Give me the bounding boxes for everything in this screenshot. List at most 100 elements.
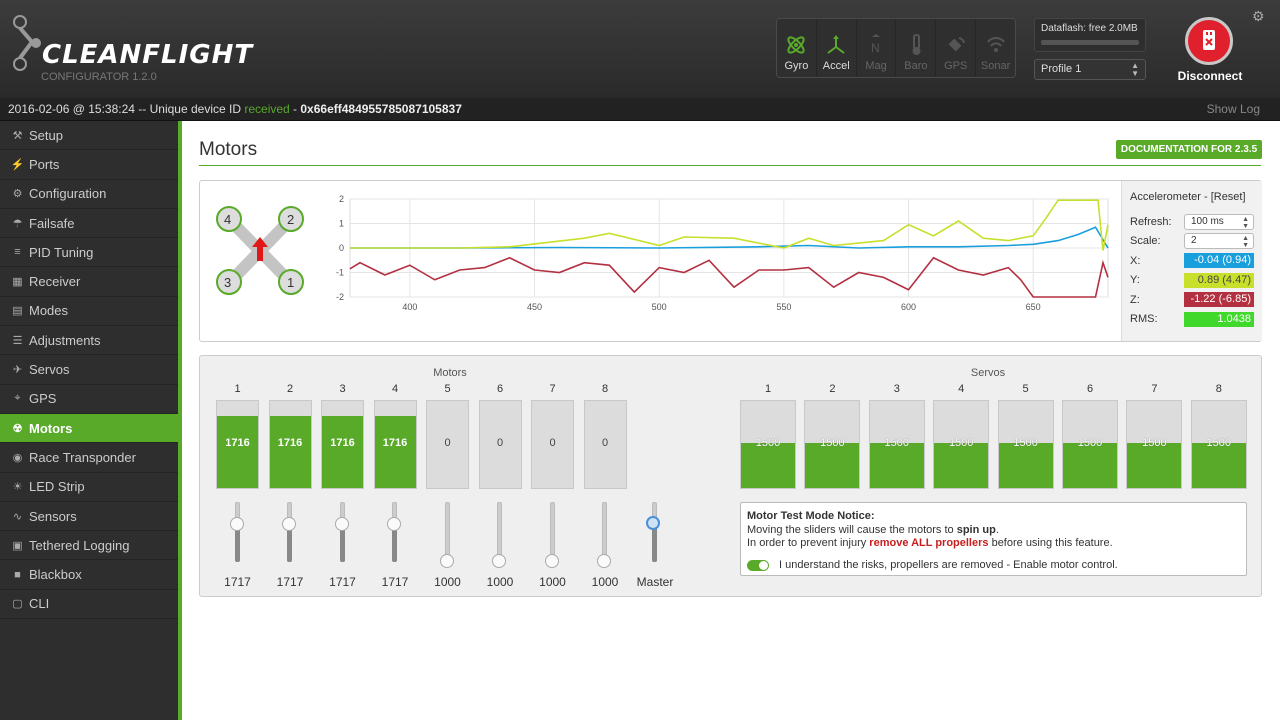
- profile-select[interactable]: Profile 1 ▲ ▼: [1034, 59, 1146, 80]
- accelerometer-panel: Accelerometer - [Reset] Refresh: 100 ms ▲…: [1121, 181, 1262, 341]
- sensor-baro-label: Baro: [904, 60, 928, 72]
- sidebar-item-tethered-logging[interactable]: ▣ Tethered Logging: [0, 531, 178, 561]
- disconnect-label[interactable]: Disconnect: [1177, 69, 1243, 83]
- quad-motor-2-label: 2: [287, 212, 294, 227]
- sidebar-item-modes[interactable]: ▤ Modes: [0, 297, 178, 327]
- refresh-select[interactable]: 100 ms ▲ ▼: [1184, 213, 1254, 230]
- master-slider[interactable]: [646, 502, 660, 562]
- scale-select[interactable]: 2 ▲ ▼: [1184, 233, 1254, 250]
- motor-slider[interactable]: [544, 502, 559, 568]
- x-row: X: -0.04 (0.94): [1130, 251, 1254, 271]
- sidebar-item-race-transponder[interactable]: ◉ Race Transponder: [0, 443, 178, 473]
- motor-slider[interactable]: [439, 502, 454, 568]
- sidebar-item-label: GPS: [29, 391, 57, 407]
- motor-slider-knob[interactable]: [544, 554, 559, 568]
- motor-slider-value: 1000: [539, 575, 566, 589]
- motor-number: 5: [444, 383, 451, 395]
- motor-slider[interactable]: [282, 502, 296, 562]
- servo-value: 1500: [1077, 437, 1103, 449]
- status-timestamp: 2016-02-06 @ 15:38:24: [8, 102, 135, 116]
- servo-meter: 1500: [933, 400, 990, 489]
- master-slider-knob[interactable]: [646, 516, 660, 530]
- gear-icon: ⚙: [12, 188, 23, 201]
- series-y-line: [350, 199, 1109, 251]
- sensor-accel: Accel: [817, 19, 857, 77]
- motor-slider[interactable]: [597, 502, 611, 568]
- motor-slider-knob[interactable]: [334, 517, 349, 531]
- show-log-link[interactable]: Show Log: [1206, 102, 1260, 116]
- enable-motor-toggle[interactable]: [747, 559, 769, 571]
- motor-slider[interactable]: [387, 502, 401, 562]
- servo-meter: 1500: [1062, 400, 1118, 489]
- sidebar-item-label: Receiver: [29, 274, 81, 290]
- motor-slider[interactable]: [229, 502, 244, 562]
- agree-label: I understand the risks, propellers are r…: [779, 558, 1118, 571]
- forward-arrow-icon: [252, 237, 268, 261]
- tuning-icon: ≡: [14, 246, 21, 259]
- status-dash: -: [289, 102, 301, 116]
- sensor-baro: Baro: [896, 19, 937, 77]
- motor-number: 6: [496, 383, 504, 395]
- servo-meter-fill: [869, 443, 924, 488]
- sidebar-item-motors[interactable]: ☢ Motors: [0, 413, 178, 444]
- z-row: Z: -1.22 (-6.85): [1130, 290, 1254, 310]
- select-arrows-icon: ▲ ▼: [1242, 235, 1249, 250]
- motor-slider-knob[interactable]: [492, 554, 506, 568]
- motor-slider-value: 1000: [486, 575, 514, 589]
- sidebar-item-receiver[interactable]: ▦ Receiver: [0, 267, 178, 297]
- sidebar-item-cli[interactable]: ▢ CLI: [0, 590, 178, 620]
- sidebar-item-label: Ports: [29, 156, 60, 172]
- sensor-accel-label: Accel: [822, 60, 850, 72]
- motor-slider-knob[interactable]: [439, 554, 454, 568]
- motor-number: 8: [601, 383, 609, 395]
- motor-meter: 0: [478, 400, 522, 489]
- motor-slider[interactable]: [334, 502, 349, 562]
- sidebar-item-configuration[interactable]: ⚙ Configuration: [0, 180, 178, 209]
- select-arrows-icon: ▲ ▼: [1242, 215, 1249, 230]
- disconnect-button[interactable]: [1185, 17, 1233, 65]
- documentation-button[interactable]: DOCUMENTATION FOR 2.3.5: [1116, 140, 1262, 159]
- quad-motor-4-label: 4: [224, 212, 231, 227]
- motor-meter-fill: [217, 416, 258, 488]
- modes-icon: ▤: [12, 305, 23, 318]
- motor-meter: 0: [426, 400, 469, 489]
- sidebar-item-gps[interactable]: ⌖ GPS: [0, 385, 178, 414]
- accel-title[interactable]: Accelerometer - [Reset]: [1130, 191, 1246, 203]
- receiver-icon: ▦: [12, 276, 23, 289]
- servos-group-label: Servos: [970, 367, 1006, 379]
- title-divider: [199, 165, 1261, 166]
- quad-motor-1-label: 1: [287, 275, 294, 290]
- servo-value: 1500: [820, 437, 845, 449]
- motor-slider-value: 1000: [434, 575, 461, 589]
- motor-meter-fill: [374, 416, 416, 488]
- motor-slider-knob[interactable]: [597, 554, 611, 568]
- sidebar-item-ports[interactable]: ⚡ Ports: [0, 150, 178, 180]
- sidebar-item-blackbox[interactable]: ■ Blackbox: [0, 560, 178, 590]
- motor-slider-knob[interactable]: [229, 517, 244, 531]
- transponder-icon: ◉: [12, 451, 23, 464]
- motor-value: 0: [496, 437, 504, 449]
- sensor-gps-label: GPS: [944, 60, 968, 72]
- sidebar-item-setup[interactable]: ⚒ Setup: [0, 121, 178, 151]
- y-tick-label: 1: [339, 219, 344, 229]
- y-value: 0.89 (4.47): [1184, 272, 1254, 288]
- motor-slider-knob[interactable]: [387, 517, 401, 531]
- series-z-line: [349, 256, 1109, 298]
- page-title: Motors: [199, 139, 258, 160]
- notice-text: Moving the sliders will cause the motors…: [747, 523, 957, 536]
- sidebar-item-led-strip[interactable]: ☀ LED Strip: [0, 473, 178, 502]
- sidebar-item-adjustments[interactable]: ☰ Adjustments: [0, 326, 178, 356]
- sidebar-item-pid-tuning[interactable]: ≡ PID Tuning: [0, 238, 178, 268]
- parachute-icon: ☂: [12, 217, 23, 230]
- notice-text: .: [995, 523, 999, 536]
- sidebar-item-servos[interactable]: ✈ Servos: [0, 355, 178, 385]
- servo-meter: 1500: [997, 400, 1054, 489]
- servo-value: 1500: [1013, 437, 1038, 449]
- wrench-icon: ⚒: [12, 129, 23, 142]
- settings-gear-icon[interactable]: ⚙: [1252, 8, 1265, 24]
- motor-slider-knob[interactable]: [282, 517, 296, 531]
- sidebar-item-label: Setup: [29, 127, 63, 143]
- sidebar-item-failsafe[interactable]: ☂ Failsafe: [0, 209, 178, 239]
- sidebar-item-sensors[interactable]: ∿ Sensors: [0, 502, 178, 532]
- motor-slider[interactable]: [492, 502, 506, 568]
